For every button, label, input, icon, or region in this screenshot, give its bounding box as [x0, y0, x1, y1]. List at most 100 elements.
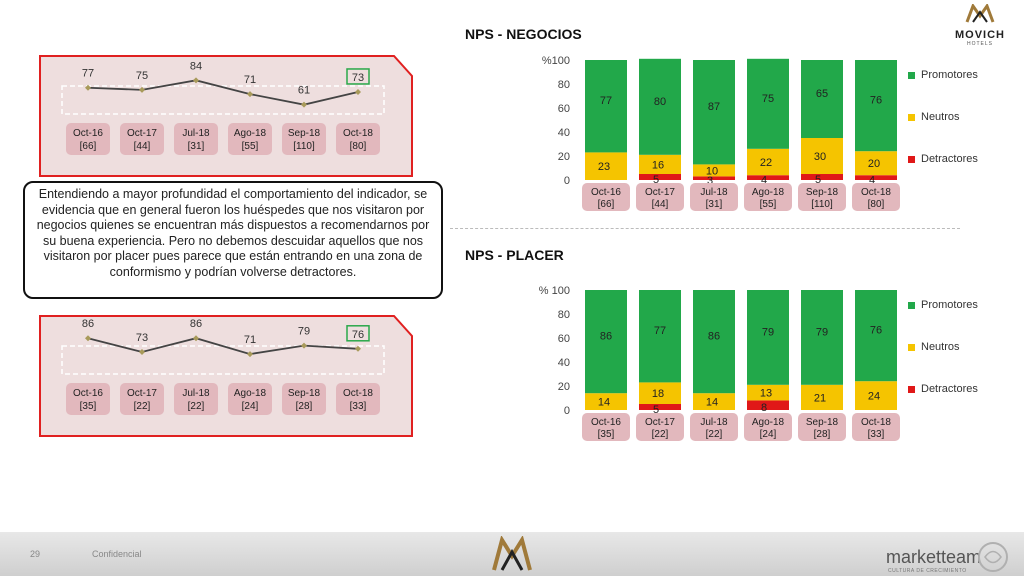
data-label-detractores: 8	[761, 402, 767, 414]
trend-value-label: 86	[82, 318, 94, 330]
sample-size-label: [22]	[706, 429, 723, 440]
sample-size-label: [110]	[811, 199, 833, 210]
data-label-neutros: 18	[652, 388, 664, 400]
category-label-band	[798, 413, 846, 441]
x-tick-label: Sep-18	[806, 187, 839, 198]
data-label-promotores: 75	[762, 93, 774, 105]
category-label-band	[744, 183, 792, 211]
movich-logo-sub: HOTELS	[966, 41, 993, 47]
category-label-band	[582, 183, 630, 211]
legend-neutros-placer: Neutros	[908, 341, 960, 353]
data-label-neutros: 22	[760, 157, 772, 169]
highlight-value-box	[346, 68, 370, 85]
bar-segment-promotores	[693, 290, 735, 394]
data-label-promotores: 86	[708, 331, 720, 343]
sample-size-label: [110]	[293, 141, 315, 152]
sample-size-label: [28]	[814, 429, 831, 440]
trend-point	[85, 335, 91, 342]
data-label-promotores: 80	[654, 96, 666, 108]
bar-segment-neutros	[639, 382, 681, 404]
x-tick-label: Ago-18	[752, 417, 785, 428]
sample-size-label: [28]	[296, 401, 313, 412]
bar-segment-promotores	[639, 58, 681, 155]
category-label-band	[852, 413, 900, 441]
bar-segment-detractores	[639, 404, 681, 410]
x-tick-label: Oct-16	[73, 128, 103, 139]
highlight-value-box	[346, 325, 370, 342]
data-label-detractores: 3	[707, 175, 713, 187]
bar-segment-neutros	[855, 151, 897, 176]
legend-swatch-promotores	[908, 301, 915, 309]
legend-swatch-detractores	[908, 385, 915, 393]
legend-label: Detractores	[921, 153, 978, 165]
sample-size-label: [24]	[760, 429, 777, 440]
x-tick-label: Sep-18	[288, 128, 321, 139]
data-label-neutros: 13	[760, 388, 772, 400]
y-tick-label: 20	[558, 381, 570, 393]
x-tick-label: Oct-17	[127, 388, 157, 399]
x-tick-label: Oct-16	[591, 417, 621, 428]
x-tick-label: Oct-16	[73, 388, 103, 399]
data-label-promotores: 86	[600, 331, 612, 343]
bar-segment-detractores	[693, 176, 735, 180]
bar-segment-promotores	[747, 58, 789, 149]
chart-title-negocios: NPS - NEGOCIOS	[465, 26, 582, 42]
trend-value-label: 73	[136, 332, 148, 344]
bar-segment-neutros	[801, 138, 843, 174]
section-separator	[450, 228, 960, 229]
category-label-band	[66, 383, 110, 415]
x-tick-label: Oct-17	[645, 187, 675, 198]
category-label-band	[636, 183, 684, 211]
legend-neutros-negocios: Neutros	[908, 111, 960, 123]
category-label-band	[744, 413, 792, 441]
x-tick-label: Ago-18	[752, 187, 785, 198]
trend-point	[355, 88, 361, 95]
x-tick-label: Oct-18	[861, 187, 891, 198]
trend-point	[193, 335, 199, 342]
y-tick-label: 60	[558, 103, 570, 115]
trend-value-label: 61	[298, 85, 310, 97]
category-label-band	[228, 383, 272, 415]
x-tick-label: Ago-18	[234, 128, 267, 139]
data-label-detractores: 5	[815, 174, 821, 186]
x-tick-label: Sep-18	[806, 417, 839, 428]
data-label-promotores: 76	[870, 95, 882, 107]
trend-point	[85, 84, 91, 91]
data-label-promotores: 79	[816, 326, 828, 338]
x-tick-label: Jul-18	[182, 128, 210, 139]
trend-point	[193, 77, 199, 84]
legend-label: Promotores	[921, 69, 978, 81]
movich-logo-mark	[965, 2, 995, 23]
x-tick-label: Oct-18	[861, 417, 891, 428]
legend-detractores-negocios: Detractores	[908, 153, 978, 165]
data-label-detractores: 4	[761, 175, 767, 187]
legend-label: Neutros	[921, 111, 960, 123]
bar-segment-detractores	[639, 174, 681, 180]
sample-size-label: [55]	[242, 141, 259, 152]
sample-size-label: [31]	[706, 199, 723, 210]
category-label-band	[174, 383, 218, 415]
y-tick-label: 0	[564, 175, 570, 187]
sample-size-label: [35]	[80, 401, 97, 412]
sample-size-label: [24]	[242, 401, 259, 412]
legend-label: Neutros	[921, 341, 960, 353]
bar-segment-neutros	[693, 164, 735, 177]
x-tick-label: Ago-18	[234, 388, 267, 399]
x-tick-label: Oct-16	[591, 187, 621, 198]
trend-point	[139, 348, 145, 355]
x-tick-label: Jul-18	[182, 388, 210, 399]
movich-logo-text: MOVICH	[955, 29, 1005, 41]
legend-swatch-neutros	[908, 343, 915, 351]
sample-size-label: [33]	[350, 401, 367, 412]
legend-label: Promotores	[921, 299, 978, 311]
bar-segment-promotores	[747, 290, 789, 385]
y-tick-label: %100	[542, 55, 570, 67]
trend-value-label: 76	[352, 329, 364, 341]
marketteam-emblem-icon	[978, 542, 1008, 572]
footer-emblem-icon	[492, 536, 532, 571]
sample-size-label: [44]	[652, 199, 669, 210]
trend-point	[139, 86, 145, 93]
trend-value-label: 71	[244, 74, 256, 86]
sample-size-label: [22]	[652, 429, 669, 440]
data-label-neutros: 23	[598, 161, 610, 173]
